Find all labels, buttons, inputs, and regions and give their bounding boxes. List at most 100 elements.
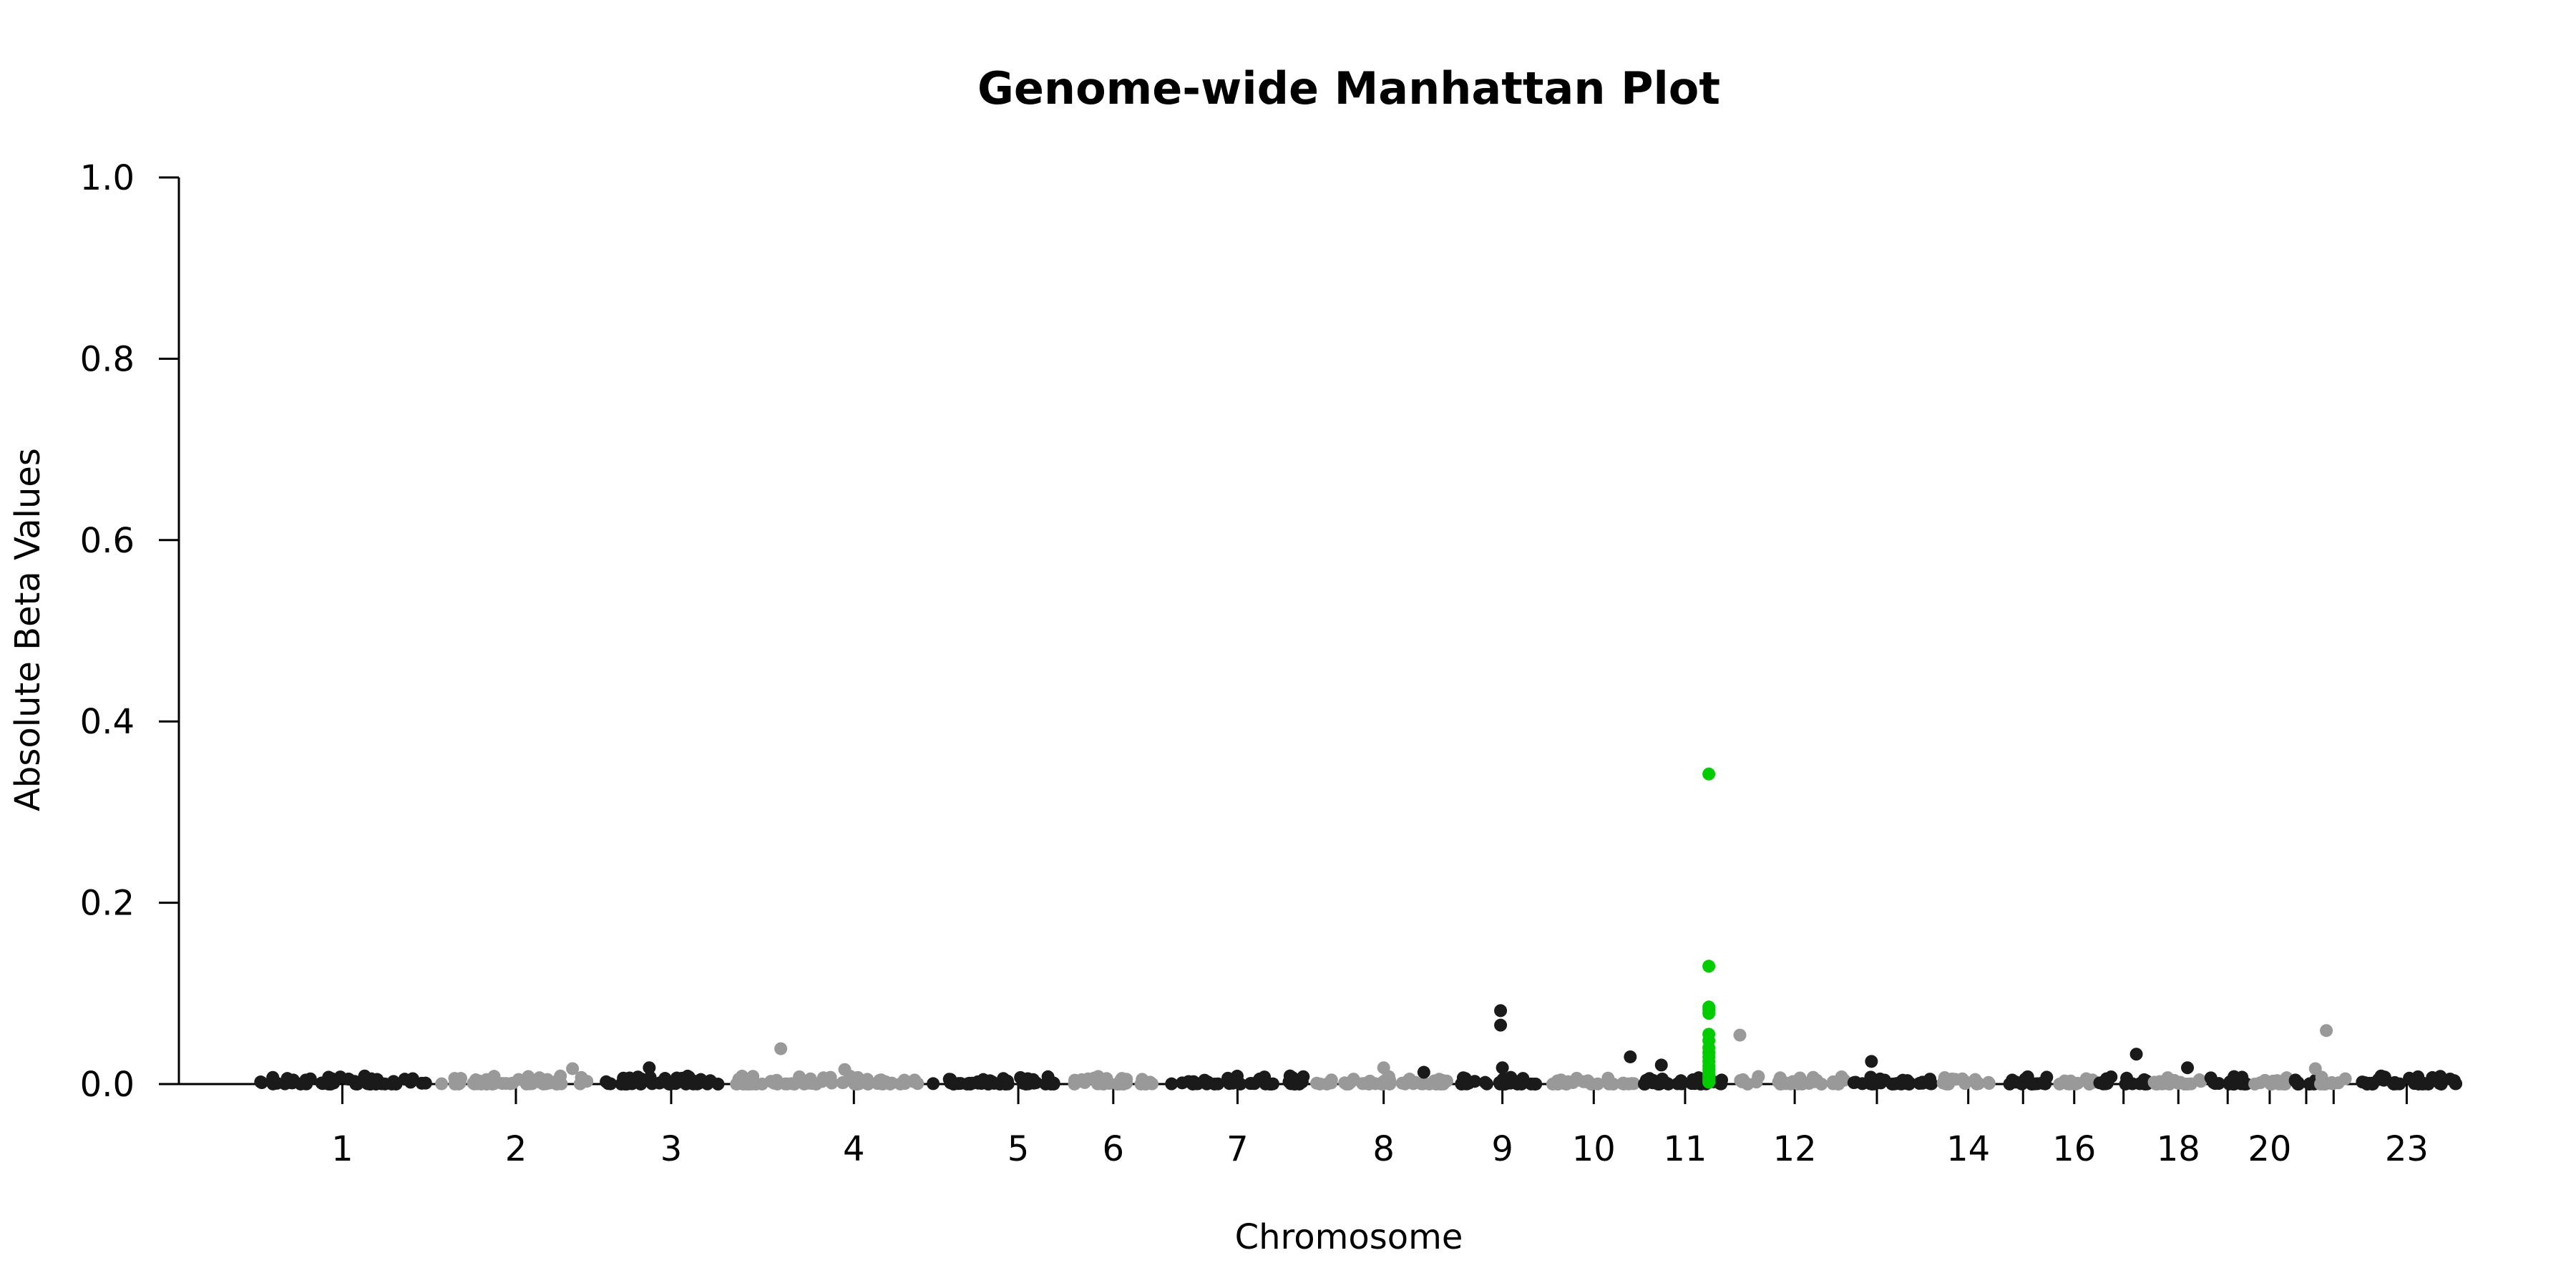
- snp-point: [1733, 1028, 1747, 1042]
- snp-point: [1245, 1077, 1259, 1091]
- snp-point: [1656, 1072, 1669, 1085]
- snp-point: [2389, 1077, 2403, 1091]
- snp-point: [2317, 1077, 2331, 1091]
- x-tick-label: 2: [505, 1129, 527, 1169]
- snp-point: [419, 1076, 432, 1090]
- highlighted-snp-point: [1702, 1075, 1716, 1089]
- snp-point: [1264, 1077, 1278, 1091]
- snp-point: [2181, 1061, 2195, 1075]
- snp-point: [2291, 1078, 2305, 1091]
- snp-point: [927, 1077, 940, 1091]
- snp-point: [1165, 1077, 1179, 1091]
- snp-point: [2416, 1076, 2430, 1090]
- snp-point: [2119, 1077, 2132, 1091]
- snp-point: [1925, 1077, 1938, 1091]
- snp-point: [1786, 1075, 1800, 1088]
- x-tick-label: 8: [1372, 1129, 1395, 1169]
- snp-point: [1176, 1076, 1189, 1090]
- snp-point: [1455, 1077, 1468, 1091]
- snp-point: [2433, 1077, 2446, 1091]
- snp-point: [1143, 1075, 1157, 1089]
- y-tick-label: 1.0: [80, 158, 135, 198]
- snp-point: [952, 1077, 965, 1091]
- snp-point: [836, 1075, 850, 1089]
- snp-point: [435, 1077, 449, 1091]
- x-tick-label: 3: [660, 1129, 683, 1169]
- snp-point: [1430, 1078, 1443, 1091]
- snp-point: [365, 1072, 379, 1085]
- x-tick-label: 14: [1946, 1129, 1990, 1169]
- snp-point: [404, 1075, 417, 1089]
- snp-point: [1494, 1018, 1508, 1032]
- snp-point: [2308, 1062, 2322, 1075]
- snp-point: [1478, 1075, 1492, 1089]
- snp-point: [2320, 1024, 2333, 1038]
- x-tick-label: 10: [1572, 1129, 1616, 1169]
- x-tick-label: 9: [1491, 1129, 1513, 1169]
- snp-point: [499, 1077, 512, 1091]
- y-tick-label: 0.2: [80, 884, 135, 924]
- snp-point: [1200, 1075, 1214, 1089]
- snp-point: [999, 1077, 1013, 1091]
- snp-point: [672, 1075, 686, 1089]
- snp-point: [1560, 1077, 1574, 1091]
- snp-point: [1468, 1075, 1482, 1088]
- snp-point: [739, 1077, 753, 1091]
- y-tick-label: 0.6: [80, 521, 135, 561]
- snp-point: [386, 1075, 400, 1088]
- snp-point: [2062, 1077, 2076, 1091]
- x-tick-label: 6: [1103, 1129, 1125, 1169]
- snp-point: [2181, 1077, 2195, 1091]
- y-tick-label: 0.4: [80, 702, 135, 742]
- snp-point: [2235, 1070, 2249, 1084]
- snp-point: [348, 1075, 361, 1088]
- snp-point: [566, 1062, 580, 1075]
- snp-point: [1496, 1061, 1509, 1075]
- snp-point: [1865, 1078, 1879, 1091]
- x-tick-label: 1: [331, 1129, 353, 1169]
- snp-point: [575, 1070, 588, 1084]
- snp-point: [1026, 1073, 1040, 1086]
- snp-point: [1831, 1077, 1845, 1091]
- snp-point: [1855, 1077, 1869, 1091]
- snp-point: [1211, 1077, 1225, 1091]
- snp-point: [283, 1075, 297, 1089]
- snp-point: [1103, 1077, 1116, 1091]
- x-tick-label: 23: [2385, 1129, 2429, 1169]
- snp-point: [1617, 1077, 1631, 1091]
- snp-point: [1324, 1076, 1338, 1090]
- snp-point: [2031, 1077, 2044, 1091]
- y-axis-label: Absolute Beta Values: [8, 448, 48, 811]
- y-tick-label: 0.8: [80, 339, 135, 379]
- snp-point: [1377, 1061, 1390, 1075]
- snp-point: [266, 1077, 280, 1091]
- snp-point: [1494, 1004, 1508, 1018]
- highlighted-snp-point: [1702, 1007, 1716, 1020]
- snp-point: [1493, 1077, 1507, 1091]
- snp-point: [1226, 1076, 1239, 1090]
- snp-point: [1638, 1077, 1652, 1091]
- snp-point: [643, 1061, 656, 1075]
- snp-point: [474, 1077, 488, 1091]
- snp-point: [2276, 1077, 2290, 1091]
- x-tick-label: 4: [843, 1129, 865, 1169]
- snp-point: [1896, 1073, 1910, 1087]
- snp-point: [2093, 1076, 2107, 1090]
- x-tick-label: 5: [1008, 1129, 1030, 1169]
- snp-point: [1624, 1050, 1637, 1063]
- x-axis: 1 2 3 4 5 6 7 8 9 10 11 12 14 16 18 20 23: [179, 1083, 2462, 1169]
- snp-point: [1286, 1071, 1299, 1085]
- snp-point: [853, 1077, 867, 1091]
- snp-point: [2172, 1076, 2185, 1090]
- snp-point: [1692, 1075, 1705, 1089]
- snp-point: [1088, 1071, 1101, 1085]
- snp-point: [2129, 1048, 2143, 1061]
- snp-point: [2366, 1077, 2379, 1091]
- snp-point: [2356, 1075, 2369, 1089]
- y-tick-label: 0.0: [80, 1065, 135, 1105]
- snp-point: [1363, 1074, 1377, 1088]
- snp-point: [838, 1063, 852, 1076]
- snp-point: [453, 1076, 467, 1090]
- snp-point: [1773, 1071, 1787, 1085]
